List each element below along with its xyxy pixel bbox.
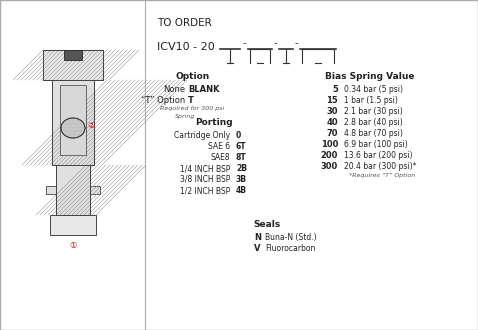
Text: Cartridge Only: Cartridge Only [174,131,230,140]
Text: T: T [188,96,194,105]
Bar [64,50,82,60]
Bar [0,0,145,330]
Text: 3B: 3B [236,175,247,184]
Text: Fluorocarbon: Fluorocarbon [265,244,315,253]
Text: 5: 5 [332,85,338,94]
Text: 1/2 INCH BSP: 1/2 INCH BSP [180,186,230,195]
Bar [43,50,103,80]
Text: 1/4 INCH BSP: 1/4 INCH BSP [180,164,230,173]
Bar [50,215,96,235]
Text: -: - [274,38,277,48]
Text: ①: ① [69,241,77,249]
Text: 40: 40 [326,118,338,127]
Text: 100: 100 [321,140,338,149]
Text: 8T: 8T [236,153,247,162]
Text: 20.4 bar (300 psi)*: 20.4 bar (300 psi)* [344,162,416,171]
Text: Required for 300 psi: Required for 300 psi [160,106,224,111]
Text: -: - [242,38,246,48]
Text: 1 bar (1.5 psi): 1 bar (1.5 psi) [344,96,398,105]
Text: 2.8 bar (40 psi): 2.8 bar (40 psi) [344,118,403,127]
Bar [56,165,90,215]
Bar [56,165,90,215]
Text: SAE8: SAE8 [210,153,230,162]
Bar [60,85,86,155]
Bar [43,50,103,80]
Text: 13.6 bar (200 psi): 13.6 bar (200 psi) [344,151,413,160]
Bar [90,186,100,194]
Text: ②: ② [87,121,95,130]
Text: ICV10 - 20: ICV10 - 20 [157,42,215,52]
Text: 0.34 bar (5 psi): 0.34 bar (5 psi) [344,85,403,94]
Text: Spring: Spring [175,114,196,119]
Ellipse shape [61,118,85,138]
Text: None: None [163,85,185,94]
Text: 4.8 bar (70 psi): 4.8 bar (70 psi) [344,129,403,138]
Text: 6T: 6T [236,142,247,151]
Text: -: - [295,38,298,48]
Bar [52,80,94,165]
Text: 6.9 bar (100 psi): 6.9 bar (100 psi) [344,140,408,149]
Text: 300: 300 [321,162,338,171]
Text: 4B: 4B [236,186,247,195]
Text: “T” Option: “T” Option [141,96,185,105]
Text: 70: 70 [326,129,338,138]
Text: V: V [254,244,261,253]
Text: 200: 200 [321,151,338,160]
Text: N: N [254,233,261,242]
Text: Seals: Seals [253,220,280,229]
Bar [52,80,94,165]
Text: Bias Spring Value: Bias Spring Value [325,72,415,81]
Text: Buna-N (Std.): Buna-N (Std.) [265,233,316,242]
Text: BLANK: BLANK [188,85,219,94]
Text: Option: Option [176,72,210,81]
Text: 2.1 bar (30 psi): 2.1 bar (30 psi) [344,107,403,116]
Text: 15: 15 [326,96,338,105]
Text: 2B: 2B [236,164,247,173]
Text: 30: 30 [326,107,338,116]
Text: 0: 0 [236,131,241,140]
Text: SAE 6: SAE 6 [208,142,230,151]
Bar [46,186,56,194]
Text: *Requires “T” Option: *Requires “T” Option [349,173,415,178]
Text: 3/8 INCH BSP: 3/8 INCH BSP [180,175,230,184]
Text: TO ORDER: TO ORDER [157,18,212,28]
Text: Porting: Porting [196,118,233,127]
